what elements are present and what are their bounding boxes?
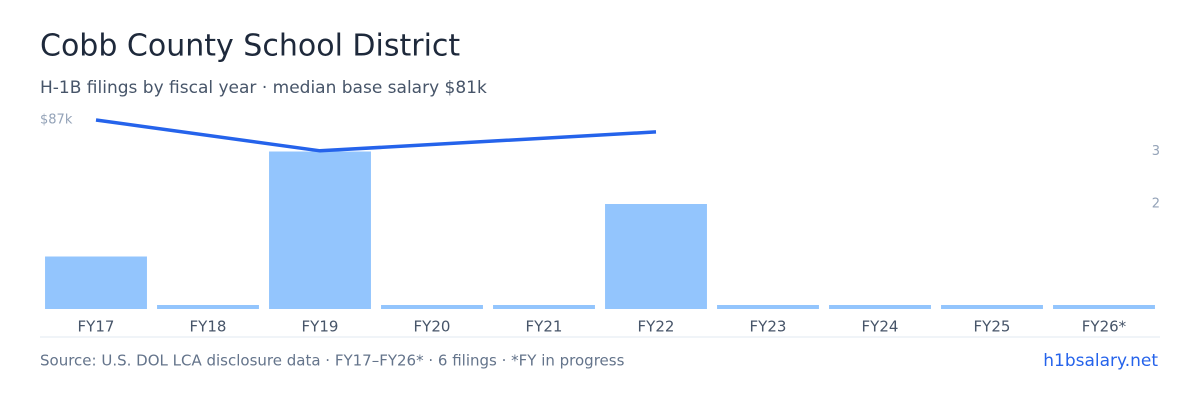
y-tick-label: $87k: [40, 113, 73, 128]
x-tick-label: FY17: [78, 318, 115, 336]
bar: [493, 305, 595, 309]
x-tick-label: FY19: [302, 318, 339, 336]
bar: [381, 305, 483, 309]
y2-tick-label: 2: [1152, 197, 1160, 212]
x-tick-label: FY24: [862, 318, 899, 336]
chart-title: Cobb County School District: [40, 29, 460, 64]
x-tick-label: FY21: [526, 318, 563, 336]
bar: [717, 305, 819, 309]
x-tick-label: FY25: [974, 318, 1011, 336]
chart-subtitle: H-1B filings by fiscal year · median bas…: [40, 78, 487, 98]
bar: [157, 305, 259, 309]
x-tick-label: FY23: [750, 318, 787, 336]
bar: [269, 151, 371, 309]
x-tick-label: FY20: [414, 318, 451, 336]
bar: [941, 305, 1043, 309]
x-tick-label: FY22: [638, 318, 675, 336]
bar: [829, 305, 931, 309]
line: [95, 118, 657, 153]
brand-link[interactable]: h1bsalary.net: [1043, 351, 1158, 371]
bar: [1053, 305, 1155, 309]
y2-tick-label: 3: [1152, 144, 1160, 159]
bar: [605, 204, 707, 309]
x-tick-label: FY26*: [1082, 318, 1127, 336]
bar: [45, 256, 147, 309]
source-note: Source: U.S. DOL LCA disclosure data · F…: [40, 352, 625, 370]
x-tick-label: FY18: [190, 318, 227, 336]
